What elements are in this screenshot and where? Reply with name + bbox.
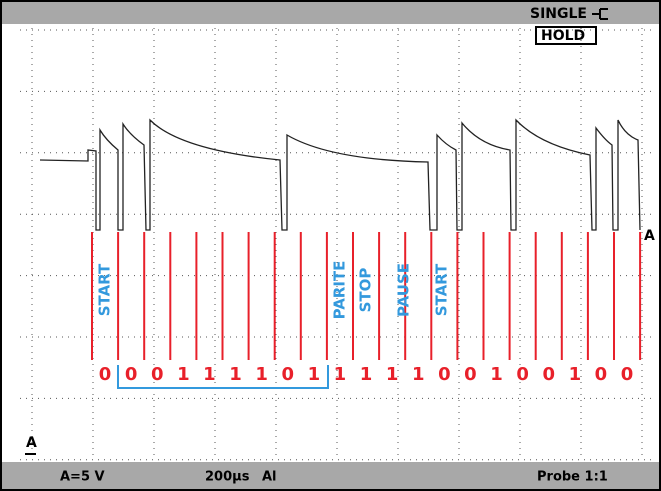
bit-digit: 0: [125, 364, 138, 385]
bit-digit: 0: [99, 364, 112, 385]
bit-digit: 0: [516, 364, 529, 385]
hold-box: [535, 26, 597, 45]
waveform: [39, 118, 641, 231]
bit-digit: 0: [438, 364, 451, 385]
hold-label: HOLD: [541, 28, 585, 44]
bit-digit: 1: [203, 364, 216, 385]
footer-scale: A=5 V: [60, 470, 105, 485]
top-bar: [0, 0, 661, 24]
trigger-icon: [592, 8, 608, 20]
mode-label: SINGLE: [530, 6, 587, 22]
field-label: PAUSE: [395, 263, 413, 317]
bit-digit: 0: [621, 364, 634, 385]
footer-trigger: Al: [262, 470, 277, 485]
bit-digit: 1: [569, 364, 582, 385]
field-label: STOP: [357, 268, 375, 313]
bit-digit: 1: [229, 364, 242, 385]
bit-digit: 0: [281, 364, 294, 385]
footer-probe: Probe 1:1: [537, 470, 608, 485]
footer-time: 200µs: [205, 470, 250, 485]
bit-digit: 0: [542, 364, 555, 385]
field-label: START: [96, 263, 114, 316]
data-bracket: [117, 365, 329, 389]
bit-digit: 1: [490, 364, 503, 385]
bit-digit: 1: [177, 364, 190, 385]
bit-digit: 0: [464, 364, 477, 385]
bit-digit: 1: [308, 364, 321, 385]
field-label: PARITE: [331, 261, 349, 320]
trigger-marker: A: [644, 228, 655, 244]
bit-digit: 1: [334, 364, 347, 385]
bottom-bar: [0, 462, 661, 491]
bit-digit: 1: [386, 364, 399, 385]
ground-marker: A: [26, 435, 37, 451]
bit-digit: 0: [595, 364, 608, 385]
bit-digit: 1: [360, 364, 373, 385]
bit-digit: 0: [151, 364, 164, 385]
bit-digit: 1: [255, 364, 268, 385]
field-label: START: [433, 263, 451, 316]
grid: [20, 28, 655, 461]
bit-digit: 1: [412, 364, 425, 385]
